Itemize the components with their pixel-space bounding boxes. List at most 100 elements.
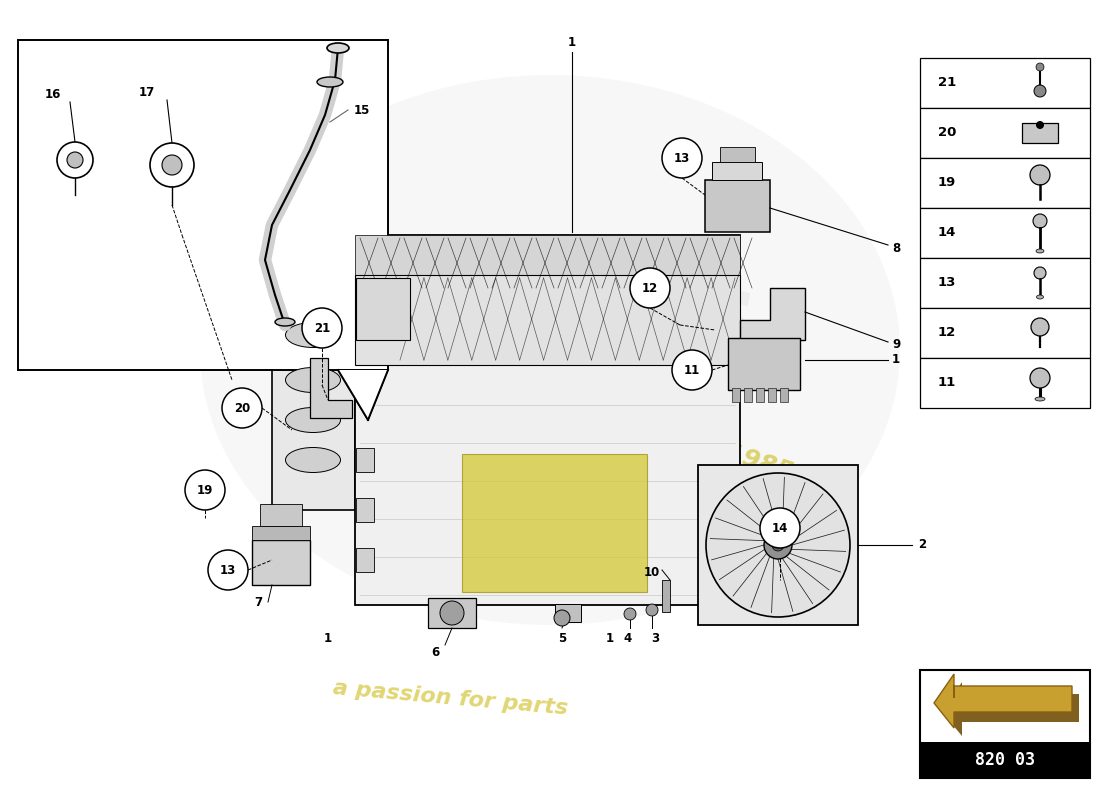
Circle shape [185,470,226,510]
Polygon shape [356,278,410,340]
Text: opes: opes [486,271,754,369]
Text: 20: 20 [234,402,250,414]
Bar [356,448,374,472]
Circle shape [440,601,464,625]
Text: 19: 19 [938,177,956,190]
Circle shape [1036,121,1044,129]
Circle shape [672,350,712,390]
Circle shape [150,143,194,187]
Text: 21: 21 [938,77,956,90]
Bar [705,180,770,232]
Bar [720,147,755,162]
Ellipse shape [1036,295,1044,299]
Circle shape [57,142,94,178]
Text: 14: 14 [772,522,789,534]
Bar [698,465,858,625]
Bar [252,526,310,540]
Text: eur: eur [235,231,465,349]
Polygon shape [355,235,740,290]
Bar [428,598,476,628]
Polygon shape [355,275,740,605]
Ellipse shape [317,77,343,87]
Text: 13: 13 [674,151,690,165]
Text: 7: 7 [254,595,262,609]
Text: 13: 13 [938,277,956,290]
Circle shape [1033,214,1047,228]
Text: 13: 13 [220,563,236,577]
Circle shape [67,152,82,168]
Circle shape [760,508,800,548]
Bar [556,604,581,622]
Text: 1: 1 [892,354,900,366]
Bar [920,670,1090,778]
Bar [260,504,302,526]
Bar [920,158,1090,208]
Bar [780,388,788,402]
Circle shape [208,550,248,590]
Bar [756,388,764,402]
Circle shape [624,608,636,620]
Polygon shape [934,674,1072,728]
Bar [356,498,374,522]
Circle shape [1031,318,1049,336]
Text: 4: 4 [624,631,632,645]
Text: 11: 11 [938,377,956,390]
Circle shape [1034,85,1046,97]
Text: 11: 11 [684,363,700,377]
Text: 1: 1 [323,631,332,645]
Ellipse shape [1036,249,1044,253]
Polygon shape [338,370,388,420]
Ellipse shape [286,447,341,473]
Bar [662,580,670,612]
Polygon shape [338,370,388,420]
Circle shape [764,531,792,559]
Ellipse shape [200,75,900,625]
Circle shape [772,539,784,551]
Text: 820 03: 820 03 [975,751,1035,769]
Circle shape [162,155,182,175]
Text: a passion for parts: a passion for parts [331,678,569,718]
Ellipse shape [286,322,341,347]
Text: 9: 9 [892,338,900,351]
Bar [712,162,762,180]
Text: 1: 1 [606,631,614,645]
Circle shape [662,138,702,178]
Bar [1022,123,1058,143]
Circle shape [554,610,570,626]
Ellipse shape [275,318,295,326]
Circle shape [630,268,670,308]
Bar [920,108,1090,158]
Bar [920,358,1090,408]
Text: 3: 3 [651,631,659,645]
Circle shape [1036,63,1044,71]
Text: 20: 20 [938,126,956,139]
Text: since 1985: since 1985 [645,415,795,485]
Polygon shape [355,275,740,365]
Circle shape [1030,368,1050,388]
Polygon shape [272,275,355,510]
Text: 21: 21 [314,322,330,334]
Bar [920,308,1090,358]
Bar [920,58,1090,108]
Ellipse shape [286,407,341,433]
Circle shape [222,388,262,428]
Text: 16: 16 [45,89,62,102]
Text: 15: 15 [354,103,371,117]
Text: 17: 17 [139,86,155,98]
Text: 6: 6 [431,646,439,658]
Polygon shape [942,682,1079,736]
Bar [462,454,647,592]
Bar [744,388,752,402]
Circle shape [646,604,658,616]
Bar [732,388,740,402]
Ellipse shape [327,43,349,53]
Text: 10: 10 [644,566,660,578]
Polygon shape [740,288,805,340]
Circle shape [1034,267,1046,279]
Text: 1: 1 [568,35,576,49]
Circle shape [706,473,850,617]
Ellipse shape [1035,397,1045,401]
Polygon shape [310,358,352,418]
Polygon shape [275,235,740,290]
Bar [920,742,1090,778]
